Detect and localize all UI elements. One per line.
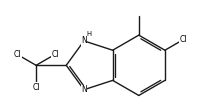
Text: Cl: Cl <box>32 82 40 91</box>
Text: Cl: Cl <box>13 50 21 59</box>
Text: Cl: Cl <box>179 35 187 44</box>
Text: H: H <box>86 31 91 37</box>
Text: N: N <box>81 85 86 94</box>
Text: N: N <box>81 36 86 45</box>
Text: Cl: Cl <box>51 50 58 59</box>
